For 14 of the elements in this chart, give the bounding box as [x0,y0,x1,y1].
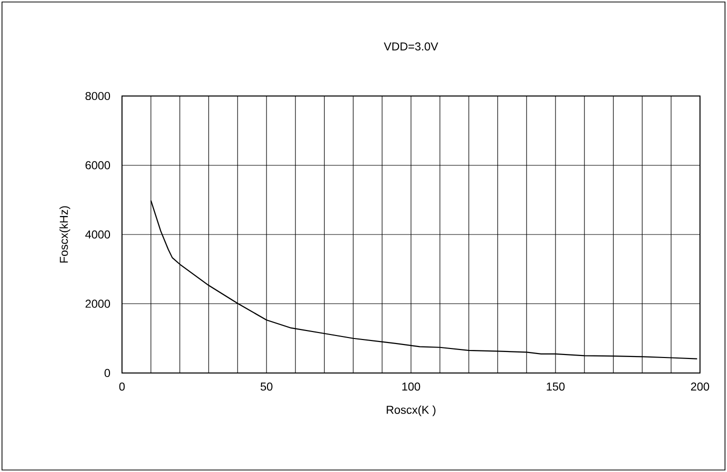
x-axis-title: Roscx(K ) [386,405,436,416]
chart-title: VDD=3.0V [384,42,438,50]
y-tick-label: 2000 [86,300,110,308]
x-tick-label: 100 [402,382,420,391]
y-tick-label: 0 [104,368,110,378]
x-tick-label: 0 [119,382,125,391]
x-tick-label: 200 [691,382,710,391]
x-tick-label: 150 [546,382,565,391]
line-series [150,200,698,360]
y-tick-label: 4000 [85,230,110,239]
y-tick-label: 6000 [86,161,110,170]
y-axis-title: Foscx(kHz) [59,206,70,263]
y-tick-label: 8000 [86,92,110,100]
x-tick-label: 50 [260,382,272,391]
